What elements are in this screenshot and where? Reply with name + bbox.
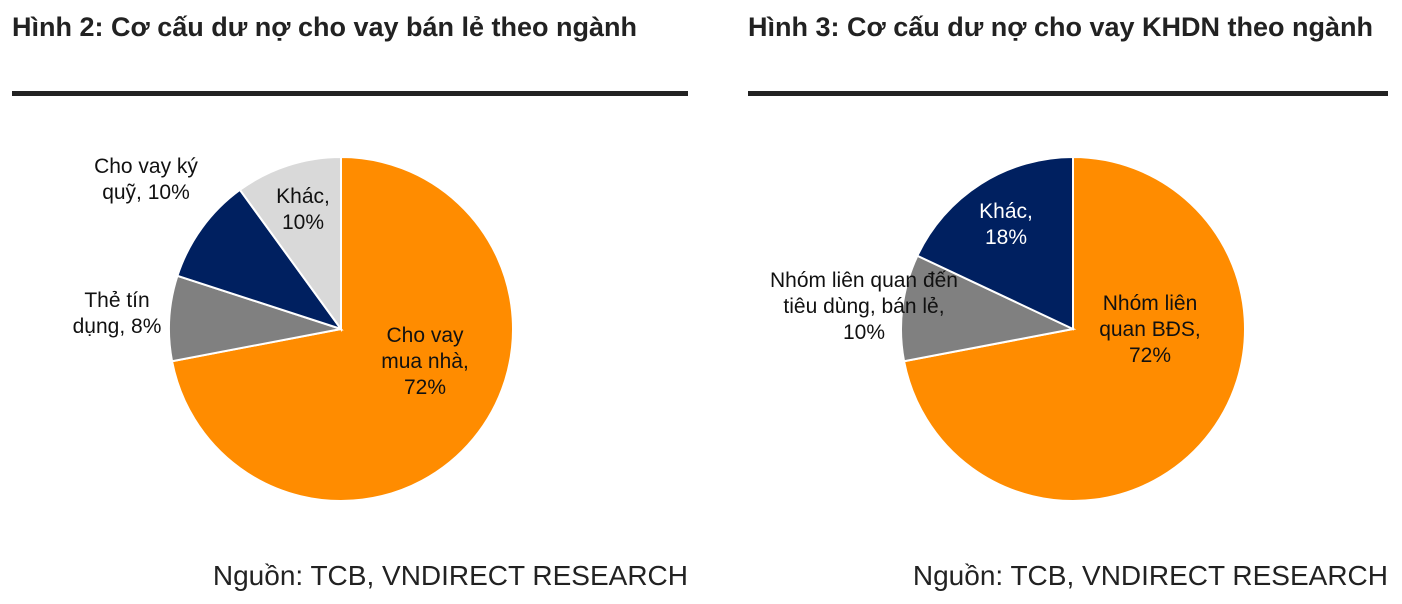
value-label: 10% bbox=[281, 211, 325, 234]
value-label: 72% bbox=[403, 376, 447, 399]
chart-title: Hình 2: Cơ cấu dư nợ cho vay bán lẻ theo… bbox=[12, 12, 638, 42]
data-label: Khác, 18% bbox=[961, 199, 1051, 251]
value-label: 10% bbox=[147, 181, 190, 204]
category-label: Khác, bbox=[276, 185, 330, 208]
value-label: 8% bbox=[131, 315, 162, 338]
pie-slice bbox=[170, 155, 514, 502]
category-label: Nhóm liên quan đến tiêu dùng, bán lẻ, bbox=[770, 269, 958, 318]
value-label: 18% bbox=[984, 226, 1028, 249]
category-label: Cho vay ký quỹ, bbox=[94, 155, 198, 204]
pie-slice bbox=[238, 155, 342, 333]
data-label: Thẻ tín dụng, 8% bbox=[62, 288, 172, 340]
pie-slice bbox=[916, 155, 1074, 331]
category-label: Thẻ tín dụng, bbox=[72, 289, 150, 338]
pie-slice bbox=[900, 254, 1077, 363]
chart-title: Hình 3: Cơ cấu dư nợ cho vay KHDN theo n… bbox=[748, 12, 1373, 42]
data-label: Khác, 10% bbox=[263, 184, 343, 236]
chart-panel: Hình 2: Cơ cấu dư nợ cho vay bán lẻ theo… bbox=[12, 0, 688, 604]
data-label: Cho vay ký quỹ, 10% bbox=[86, 154, 206, 206]
data-label: Nhóm liên quan BĐS, 72% bbox=[1080, 291, 1220, 369]
title-rule bbox=[748, 91, 1388, 96]
value-label: 72% bbox=[1128, 344, 1172, 367]
source: Nguồn: TCB, VNDIRECT RESEARCH bbox=[912, 560, 1388, 591]
chart bbox=[168, 155, 514, 502]
category-label: Cho vay mua nhà, bbox=[381, 324, 469, 373]
title-rule bbox=[12, 91, 688, 96]
chart-panel: Hình 3: Cơ cấu dư nợ cho vay KHDN theo n… bbox=[748, 0, 1388, 604]
data-label: Cho vay mua nhà, 72% bbox=[365, 323, 485, 401]
value-label: 10% bbox=[842, 321, 886, 344]
category-label: Khác, bbox=[979, 200, 1033, 223]
data-label: Nhóm liên quan đến tiêu dùng, bán lẻ, 10… bbox=[769, 268, 959, 346]
category-label: Nhóm liên quan BĐS, bbox=[1099, 292, 1201, 341]
chart bbox=[900, 155, 1246, 502]
source: Nguồn: TCB, VNDIRECT RESEARCH bbox=[212, 560, 688, 591]
pie-slice bbox=[176, 188, 344, 331]
